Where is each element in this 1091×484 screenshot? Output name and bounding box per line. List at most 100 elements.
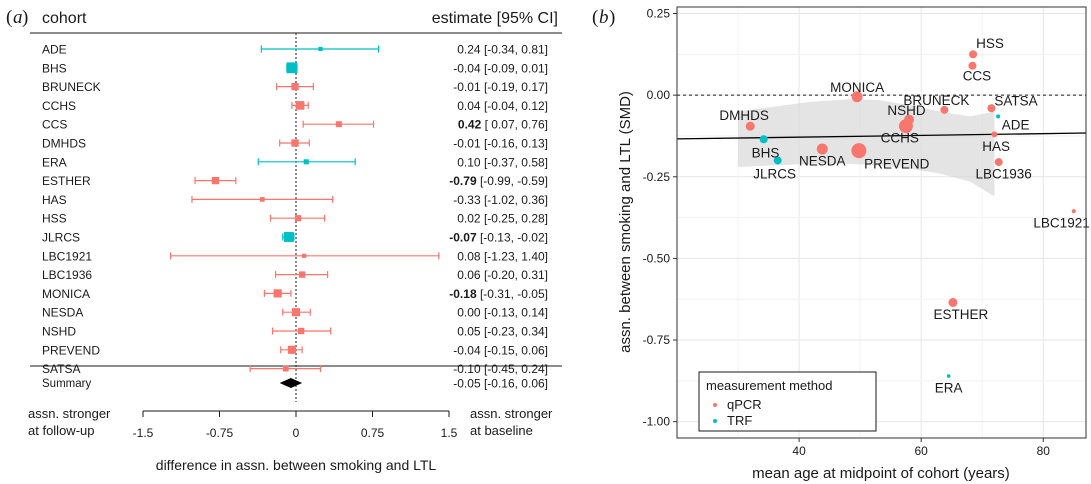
scatter-y-axis-title: assn. between smoking and LTL (SMD): [617, 91, 634, 353]
forest-estimate-square: [335, 121, 342, 128]
forest-row-estimate: -0.04 [-0.15, 0.06]: [453, 343, 548, 357]
forest-summary: Summary -0.05 [-0.16, 0.06]: [42, 377, 548, 391]
panel-a-label: a: [13, 7, 23, 28]
forest-estimate-square: [287, 345, 296, 354]
forest-axis-tick-label: 0: [293, 426, 300, 440]
panel-a-paren-open: (: [6, 7, 12, 28]
forest-estimate-square: [295, 101, 305, 110]
panel-a-paren-close: ): [22, 7, 28, 28]
point-bruneck: [940, 105, 949, 114]
forest-row-label: BRUNECK: [42, 80, 101, 94]
point-label-nshd: NSHD: [887, 103, 926, 118]
forest-row-estimate: -0.33 [-1.02, 0.36]: [453, 193, 548, 207]
forest-row-estimate: 0.04 [-0.04, 0.12]: [457, 99, 548, 113]
panel-b-label: b: [599, 7, 609, 28]
confidence-band: [738, 99, 995, 197]
point-label-ade: ADE: [1002, 118, 1030, 133]
forest-right-note-line1: assn. stronger: [470, 406, 553, 421]
legend-label-qpcr: qPCR: [727, 397, 762, 412]
forest-estimate-square: [291, 308, 301, 317]
forest-row-estimate: -0.01 [-0.19, 0.17]: [453, 80, 548, 94]
regression-line: [676, 132, 1087, 140]
forest-header-estimate: estimate [95% CI]: [432, 10, 558, 27]
forest-row-estimate: -0.18 [-0.31, -0.05]: [449, 287, 548, 301]
point-label-cchs: CCHS: [881, 131, 919, 146]
forest-x-axis-title: difference in assn. between smoking and …: [156, 457, 437, 473]
forest-estimate-square: [260, 197, 265, 202]
forest-row-prevend: PREVEND -0.04 [-0.15, 0.06]: [42, 343, 548, 357]
scatter-confidence-band: [738, 99, 995, 197]
point-label-esther: ESTHER: [933, 307, 988, 322]
panel-a: ( a ) cohort estimate [95% CI] ADE 0.24 […: [6, 7, 562, 473]
point-jlrcs: [773, 156, 782, 165]
forest-x-axis: -1.5 -0.75 0 0.75 1.5: [133, 410, 458, 440]
forest-row-estimate: 0.10 [-0.37, 0.58]: [457, 155, 548, 169]
forest-header-cohort: cohort: [42, 10, 87, 27]
forest-axis-tick-label: -1.5: [133, 426, 154, 440]
forest-row-label: LBC1921: [42, 249, 92, 263]
forest-row-estimate: -0.01 [-0.16, 0.13]: [453, 137, 548, 151]
forest-row-esther: ESTHER -0.79 [-0.99, -0.59]: [42, 174, 548, 188]
forest-left-note-line2: at follow-up: [28, 423, 94, 438]
forest-estimate-square: [318, 46, 323, 52]
scatter-plot-area: [676, 6, 1087, 439]
forest-row-lbc1936: LBC1936 0.06 [-0.20, 0.31]: [42, 268, 548, 282]
forest-summary-label: Summary: [42, 378, 91, 390]
point-lbc1936: [994, 158, 1003, 167]
forest-estimate-square: [291, 82, 299, 91]
forest-estimate-square: [273, 289, 282, 298]
point-era: [946, 374, 951, 378]
scatter-x-axis-title: mean age at midpoint of cohort (years): [752, 465, 1010, 482]
forest-row-estimate: -0.07 [-0.13, -0.02]: [449, 231, 548, 245]
x-axis-tick-label: 80: [1037, 444, 1051, 458]
forest-row-label: PREVEND: [42, 343, 100, 357]
x-axis-tick-label: 60: [914, 444, 928, 458]
scatter-axes: 0.25 0.00 -0.25 -0.50 -0.75 -1.00 40 60 80: [643, 7, 1051, 458]
point-label-ccs: CCS: [963, 69, 992, 84]
point-has: [991, 131, 998, 138]
legend-marker-trf: [713, 419, 717, 423]
forest-estimate-square: [286, 62, 298, 74]
forest-row-label: CCHS: [42, 99, 76, 113]
point-label-has: HAS: [982, 139, 1010, 154]
forest-row-ade: ADE 0.24 [-0.34, 0.81]: [42, 43, 548, 57]
forest-row-estimate: 0.06 [-0.20, 0.31]: [457, 268, 548, 282]
forest-row-lbc1921: LBC1921 0.08 [-1.23, 1.40]: [42, 249, 548, 263]
forest-row-estimate: 0.02 [-0.25, 0.28]: [457, 212, 548, 226]
point-dmhds: [745, 121, 755, 131]
forest-estimate-square: [303, 159, 309, 165]
forest-row-estimate: 0.05 [-0.23, 0.34]: [457, 325, 548, 339]
forest-axis-tick-label: 1.5: [441, 426, 458, 440]
scatter-points: [745, 50, 1076, 378]
forest-row-estimate: -0.79 [-0.99, -0.59]: [449, 174, 548, 188]
forest-row-label: NSHD: [42, 325, 76, 339]
forest-estimate-square: [294, 215, 302, 222]
point-label-monica: MONICA: [830, 80, 884, 95]
point-label-lbc1921: LBC1921: [1033, 216, 1089, 231]
y-axis-tick-label: -0.75: [643, 333, 671, 347]
point-prevend: [851, 143, 867, 159]
forest-row-era: ERA 0.10 [-0.37, 0.58]: [42, 155, 548, 169]
point-label-prevend: PREVEND: [864, 157, 930, 172]
legend-marker-qpcr: [713, 403, 717, 407]
forest-row-satsa: SATSA -0.10 [-0.45, 0.24]: [42, 362, 548, 376]
legend-label-trf: TRF: [727, 413, 752, 428]
forest-estimate-square: [211, 176, 220, 185]
forest-estimate-square: [283, 232, 294, 242]
forest-row-hss: HSS 0.02 [-0.25, 0.28]: [42, 212, 548, 226]
point-label-dmhds: DMHDS: [719, 108, 769, 123]
forest-estimate-square: [291, 139, 299, 147]
forest-row-nesda: NESDA 0.00 [-0.13, 0.14]: [42, 306, 548, 320]
forest-row-dmhds: DMHDS -0.01 [-0.16, 0.13]: [42, 137, 548, 151]
point-lbc1921: [1071, 209, 1076, 214]
forest-row-label: BHS: [42, 61, 67, 75]
forest-row-estimate: -0.04 [-0.09, 0.01]: [453, 61, 548, 75]
forest-estimate-square: [297, 327, 305, 335]
forest-summary-estimate: -0.05 [-0.16, 0.06]: [453, 377, 548, 391]
scatter-legend: measurement method qPCR TRF: [698, 371, 877, 432]
scatter-lines: [676, 94, 1087, 140]
